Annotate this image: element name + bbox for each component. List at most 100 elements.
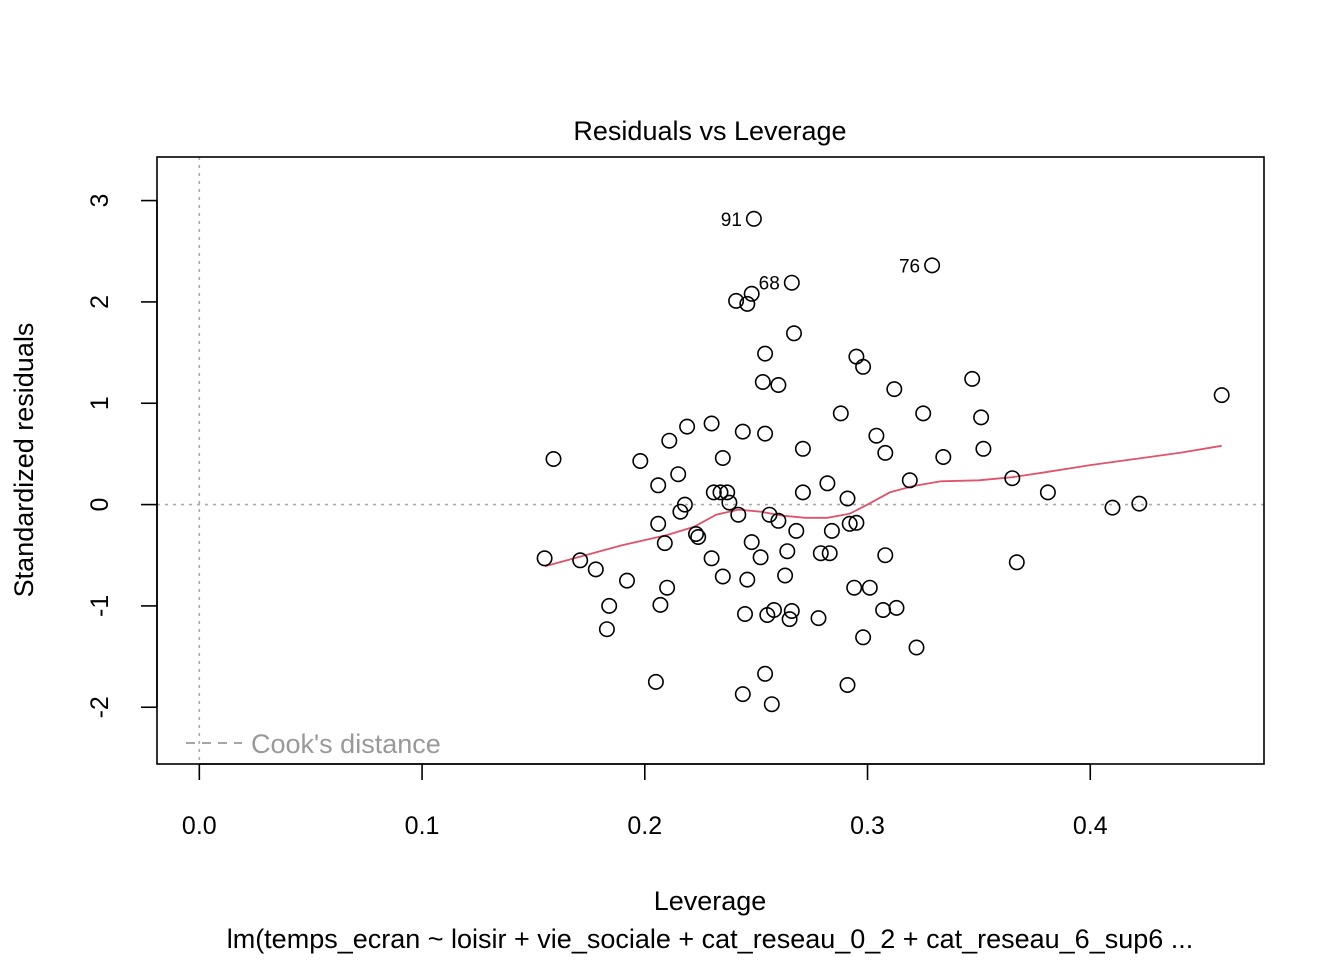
point-label: 91: [721, 210, 742, 231]
x-axis-label: Leverage: [654, 886, 767, 916]
reference-lines: [157, 157, 1264, 764]
data-point: [757, 665, 774, 682]
data-point: [714, 568, 731, 585]
legend-label: Cook's distance: [251, 729, 441, 759]
data-point: [855, 358, 872, 375]
data-point: [687, 525, 704, 542]
data-point: [752, 549, 769, 566]
data-point: [1004, 470, 1021, 487]
data-point: [572, 552, 589, 569]
data-point: [779, 543, 796, 560]
data-point: [855, 629, 872, 646]
data-point: [877, 444, 894, 461]
data-point: [734, 423, 751, 440]
data-point: [839, 490, 856, 507]
data-point: [975, 440, 992, 457]
x-tick-label: 0.4: [1073, 812, 1108, 840]
data-point: [1008, 554, 1025, 571]
data-point: [714, 449, 731, 466]
data-point: [736, 605, 753, 622]
data-point: [794, 484, 811, 501]
y-tick-label: 1: [86, 396, 114, 410]
data-point: [679, 418, 696, 435]
data-point: [536, 550, 553, 567]
data-point: [841, 515, 858, 532]
data-point: [656, 535, 673, 552]
data-point: [935, 448, 952, 465]
data-point: [659, 579, 676, 596]
data-point: [754, 373, 771, 390]
data-point: [770, 512, 787, 529]
data-point: [545, 450, 562, 467]
data-point: [821, 545, 838, 562]
data-point: [647, 673, 664, 690]
data-point: [761, 506, 778, 523]
legend: Cook's distance: [186, 729, 441, 759]
point-labels-layer: 91 76 68: [721, 210, 920, 295]
data-point: [839, 676, 856, 693]
data-point: [785, 325, 802, 342]
data-point: [781, 611, 798, 628]
data-point: [915, 405, 932, 422]
data-point: [877, 547, 894, 564]
data-point: [819, 475, 836, 492]
data-point: [745, 210, 762, 227]
points-layer: [536, 210, 1230, 713]
data-point: [783, 602, 800, 619]
data-point: [924, 257, 941, 274]
data-point: [618, 572, 635, 589]
data-point: [810, 610, 827, 627]
data-point: [739, 571, 756, 588]
data-point: [770, 376, 787, 393]
data-point: [652, 596, 669, 613]
y-tick-label: 0: [86, 498, 114, 512]
data-point: [632, 452, 649, 469]
data-point: [601, 597, 618, 614]
data-point: [788, 522, 805, 539]
data-point: [661, 432, 678, 449]
data-point: [783, 274, 800, 291]
data-point: [734, 686, 751, 703]
data-point: [721, 494, 738, 511]
data-point: [1131, 495, 1148, 512]
data-point: [690, 528, 707, 545]
x-axis: 0.0 0.1 0.2 0.3 0.4: [182, 763, 1108, 840]
data-point: [763, 696, 780, 713]
data-point: [703, 550, 720, 567]
data-point: [777, 567, 794, 584]
data-point: [973, 409, 990, 426]
data-point: [650, 515, 667, 532]
data-point: [587, 561, 604, 578]
y-tick-label: -2: [86, 696, 114, 718]
data-point: [728, 292, 745, 309]
data-point: [908, 639, 925, 656]
data-point: [670, 466, 687, 483]
smooth-line-layer: [544, 444, 1222, 568]
data-point: [730, 506, 747, 523]
x-tick-label: 0.2: [627, 812, 662, 840]
x-tick-label: 0.3: [850, 812, 885, 840]
data-point: [650, 477, 667, 494]
data-point: [705, 484, 722, 501]
data-point: [757, 345, 774, 362]
data-point: [964, 370, 981, 387]
chart-title: Residuals vs Leverage: [573, 116, 846, 146]
data-point: [823, 522, 840, 539]
data-point: [832, 405, 849, 422]
data-point: [1213, 387, 1230, 404]
smooth-trend-line: [544, 444, 1222, 568]
data-point: [739, 295, 756, 312]
data-point: [1039, 484, 1056, 501]
data-point: [719, 484, 736, 501]
y-tick-label: 3: [86, 194, 114, 208]
data-point: [757, 425, 774, 442]
data-point: [703, 415, 720, 432]
point-label: 68: [759, 274, 780, 295]
model-formula-subtitle: lm(temps_ecran ~ loisir + vie_sociale + …: [227, 924, 1194, 954]
y-tick-label: 2: [86, 295, 114, 309]
y-axis-label: Standardized residuals: [9, 323, 39, 598]
y-axis: -2 -1 0 1 2 3: [86, 194, 158, 718]
